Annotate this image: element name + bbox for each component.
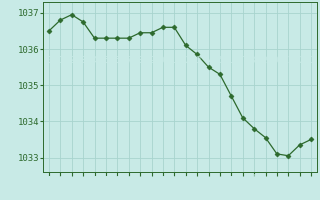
Text: 8: 8	[138, 56, 142, 65]
Text: 0: 0	[47, 56, 51, 65]
Text: 9: 9	[149, 56, 154, 65]
Text: 13: 13	[192, 56, 202, 65]
Text: 23: 23	[307, 56, 316, 65]
Text: 1: 1	[58, 56, 63, 65]
Text: 12: 12	[181, 56, 190, 65]
Text: 10: 10	[158, 56, 168, 65]
Text: 17: 17	[238, 56, 247, 65]
Text: 5: 5	[104, 56, 108, 65]
Text: 19: 19	[261, 56, 270, 65]
Text: 3: 3	[81, 56, 85, 65]
Text: 2: 2	[69, 56, 74, 65]
Text: 11: 11	[170, 56, 179, 65]
Text: 7: 7	[126, 56, 131, 65]
Text: Graphe pression niveau de la mer (hPa): Graphe pression niveau de la mer (hPa)	[41, 174, 279, 184]
Text: 6: 6	[115, 56, 120, 65]
Text: 18: 18	[250, 56, 259, 65]
Text: 22: 22	[295, 56, 304, 65]
Text: 21: 21	[284, 56, 293, 65]
Text: 4: 4	[92, 56, 97, 65]
Text: 14: 14	[204, 56, 213, 65]
Text: 16: 16	[227, 56, 236, 65]
Text: 20: 20	[272, 56, 282, 65]
Text: 15: 15	[215, 56, 225, 65]
